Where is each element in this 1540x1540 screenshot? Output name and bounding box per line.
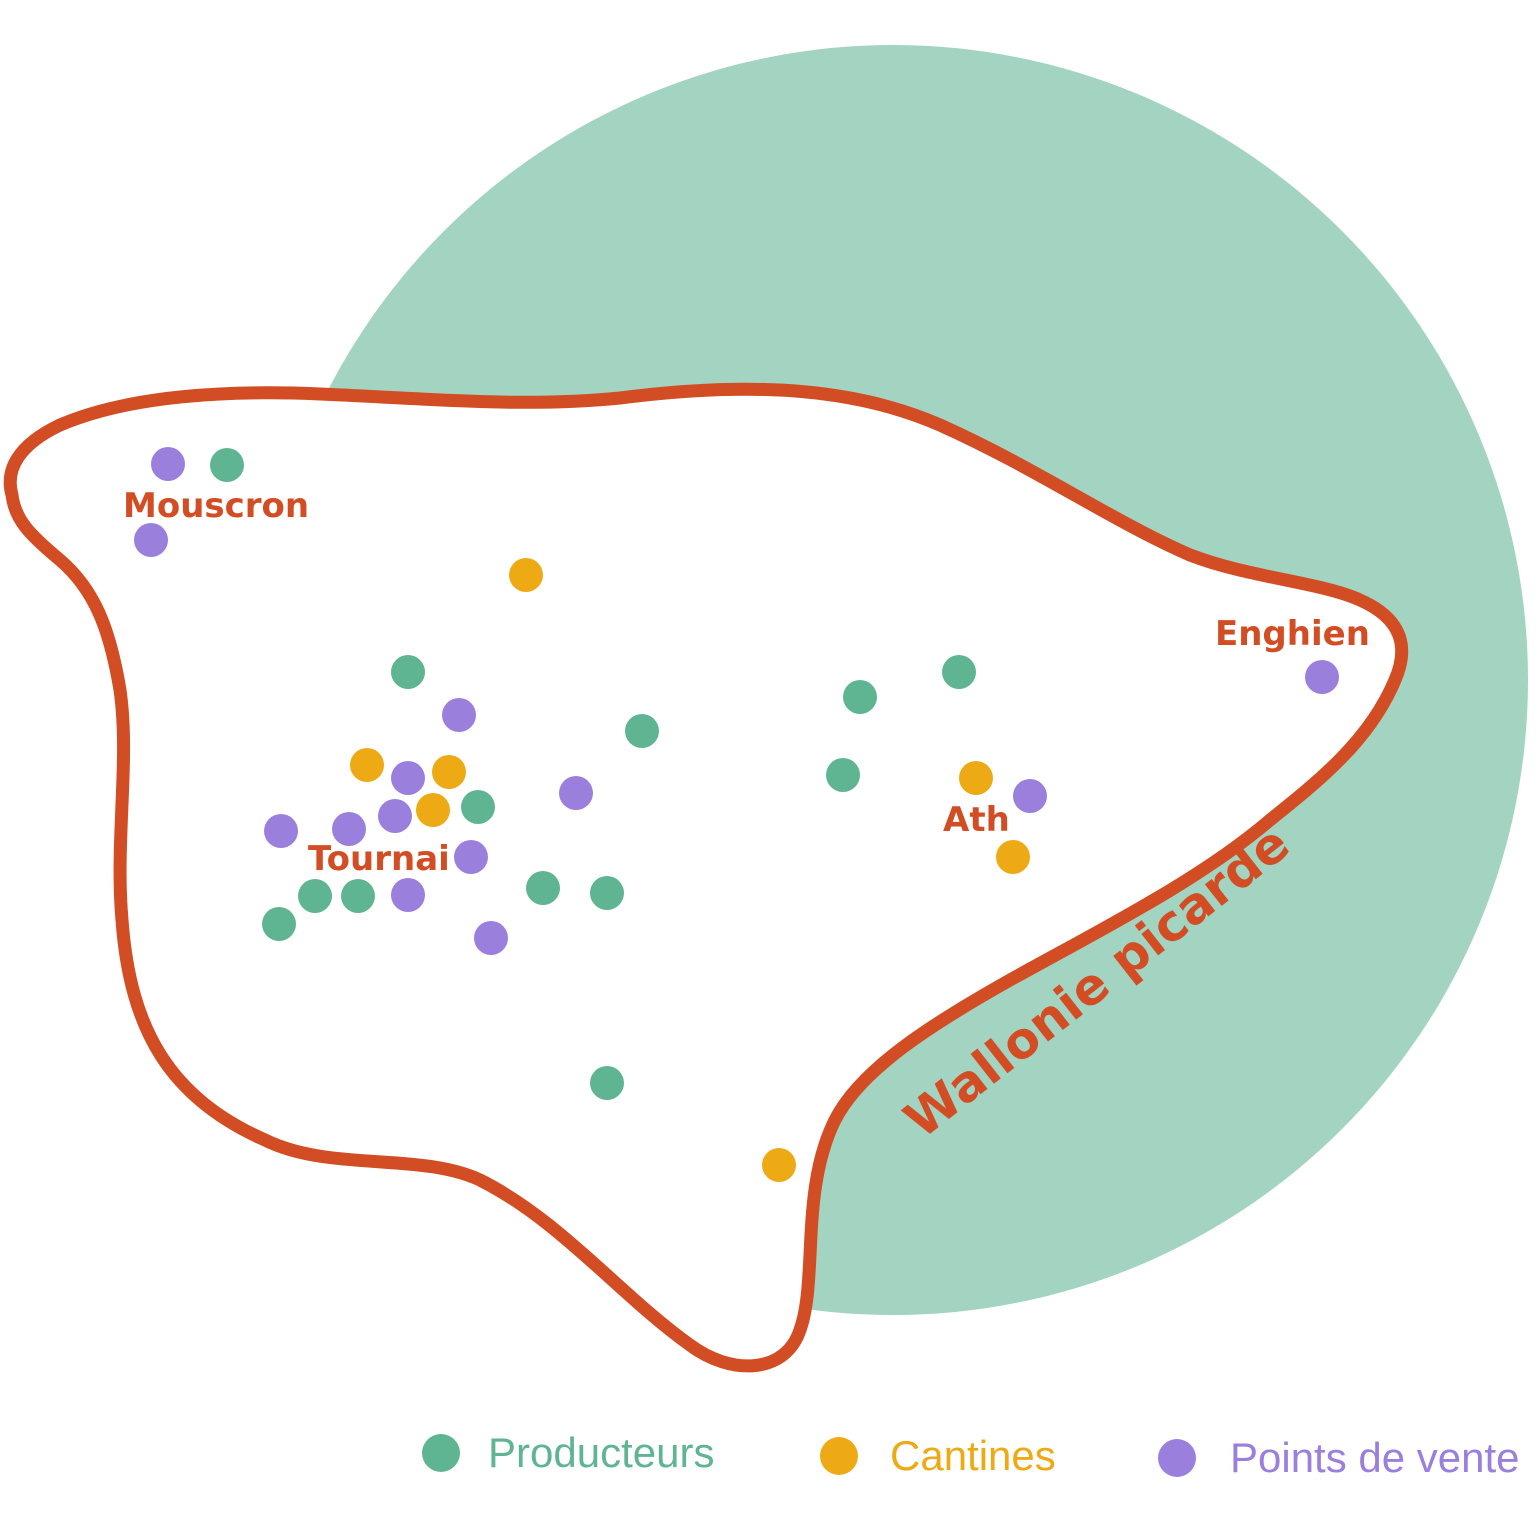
- points-de-vente-marker: [378, 799, 412, 833]
- points-de-vente-marker: [454, 840, 488, 874]
- region-outline: [3, 382, 1409, 1373]
- points-de-vente-marker: [134, 523, 168, 557]
- points-de-vente-marker: [559, 776, 593, 810]
- producteurs-marker: [826, 758, 860, 792]
- city-label-tournai: Tournai: [308, 839, 450, 879]
- points-de-vente-marker: [332, 812, 366, 846]
- city-label-mouscron: Mouscron: [123, 486, 309, 526]
- points-de-vente-marker: [442, 698, 476, 732]
- cantines-marker: [432, 755, 466, 789]
- cantines-marker: [509, 558, 543, 592]
- city-label-ath: Ath: [943, 800, 1010, 840]
- legend-cantines-label: Cantines: [890, 1432, 1056, 1479]
- cantines-marker: [996, 840, 1030, 874]
- producteurs-marker: [526, 871, 560, 905]
- legend-producteurs-swatch: [422, 1434, 460, 1472]
- producteurs-marker: [341, 879, 375, 913]
- legend-cantines-swatch: [820, 1437, 858, 1475]
- legend: Producteurs Cantines Points de vente: [422, 1429, 1520, 1481]
- cantines-marker: [959, 761, 993, 795]
- points-de-vente-marker: [264, 814, 298, 848]
- points-de-vente-marker: [391, 761, 425, 795]
- cantines-marker: [762, 1148, 796, 1182]
- points-de-vente-marker: [151, 447, 185, 481]
- cantines-marker: [416, 793, 450, 827]
- legend-points-de-vente-label: Points de vente: [1230, 1434, 1520, 1481]
- producteurs-marker: [210, 448, 244, 482]
- points-de-vente-marker: [1305, 660, 1339, 694]
- producteurs-marker: [590, 876, 624, 910]
- legend-producteurs-label: Producteurs: [488, 1429, 714, 1476]
- producteurs-marker: [942, 655, 976, 689]
- producteurs-marker: [843, 680, 877, 714]
- producteurs-marker: [590, 1066, 624, 1100]
- points-de-vente-marker: [1013, 779, 1047, 813]
- producteurs-marker: [262, 907, 296, 941]
- producteurs-marker: [461, 790, 495, 824]
- producteurs-marker: [298, 879, 332, 913]
- legend-points-de-vente-swatch: [1158, 1439, 1196, 1477]
- cantines-marker: [350, 748, 384, 782]
- city-label-enghien: Enghien: [1215, 614, 1370, 654]
- markers: [134, 447, 1339, 1182]
- points-de-vente-marker: [474, 921, 508, 955]
- producteurs-marker: [391, 655, 425, 689]
- points-de-vente-marker: [391, 878, 425, 912]
- producteurs-marker: [625, 714, 659, 748]
